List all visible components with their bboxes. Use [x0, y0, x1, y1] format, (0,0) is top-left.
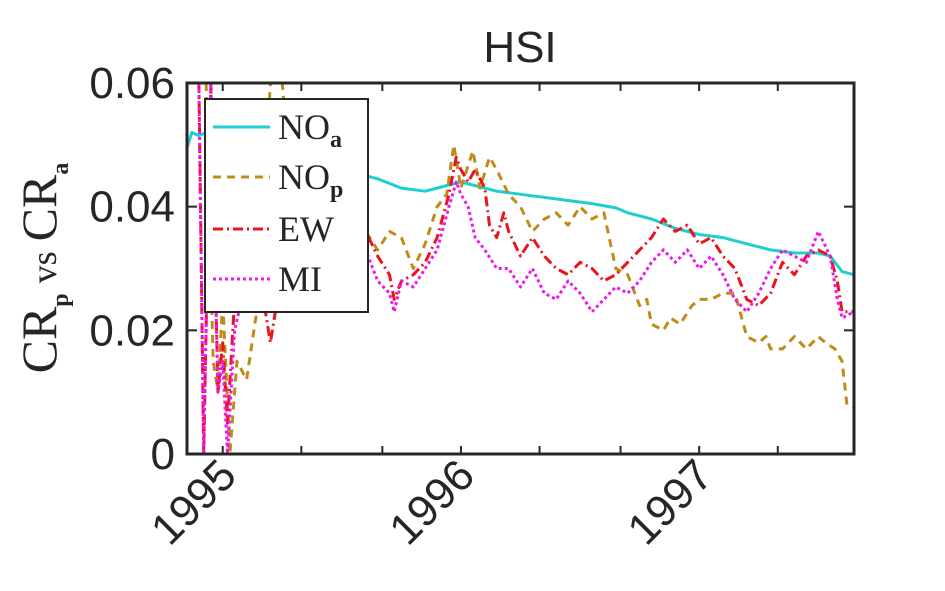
svg-text:CRpvsCRa: CRpvsCRa — [11, 163, 74, 374]
y-tick-label: 0 — [151, 430, 175, 479]
ylabel-cr2: CR — [11, 174, 67, 241]
chart-title: HSI — [483, 23, 556, 72]
y-tick-label: 0.06 — [89, 59, 175, 108]
x-tick-label: 1996 — [380, 450, 484, 554]
legend-label-3: MI — [278, 259, 322, 299]
y-tick-label: 0.02 — [89, 306, 175, 355]
y-tick-label: 0.04 — [89, 183, 175, 232]
legend-label-1: NOp — [278, 157, 343, 203]
x-tick-label: 1997 — [618, 450, 722, 554]
ylabel-vs: vs — [24, 251, 64, 283]
plot-frame — [185, 81, 856, 456]
legend-box — [204, 98, 369, 313]
legend-label-2: EW — [278, 209, 334, 249]
ylabel-cr1: CR — [11, 306, 67, 373]
ylabel-sub2: a — [48, 163, 74, 175]
y-axis-label: CRpvsCRa — [11, 163, 74, 374]
ylabel-sub1: p — [48, 293, 74, 306]
legend-label-0: NOa — [278, 107, 342, 153]
